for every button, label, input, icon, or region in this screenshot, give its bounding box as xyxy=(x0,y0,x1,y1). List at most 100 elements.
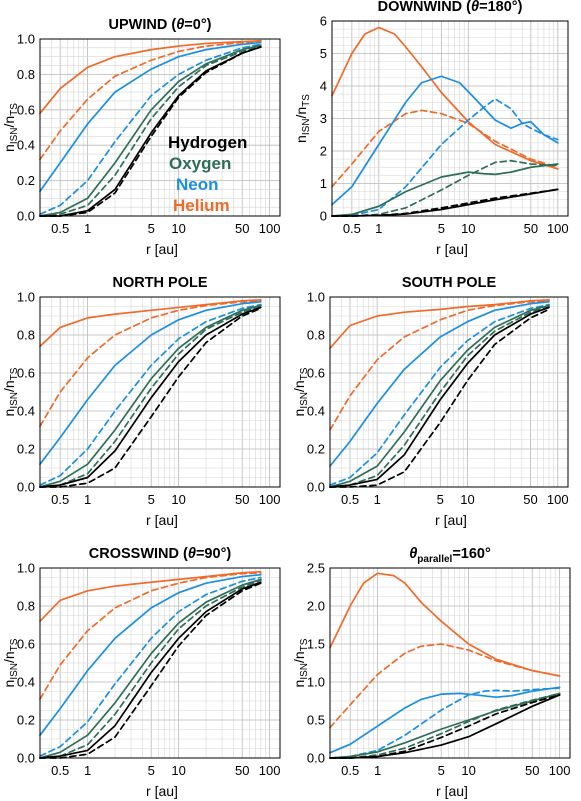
series-line-neon-solid xyxy=(39,573,262,737)
x-tick-label: 0.5 xyxy=(343,221,361,236)
legend-item-helium: Helium xyxy=(173,196,230,215)
series-line-helium-dashed xyxy=(329,643,561,729)
series-group xyxy=(329,299,550,488)
panel-title: SOUTH POLE xyxy=(402,275,497,291)
x-axis-label: r [au] xyxy=(435,512,467,528)
series-line-hydrogen-dashed xyxy=(331,188,559,217)
x-tick-label: 10 xyxy=(461,763,475,778)
legend: Hydrogen Oxygen Neon Helium xyxy=(168,133,247,215)
y-tick-label: 0.8 xyxy=(17,328,35,343)
series-line-oxygen-solid xyxy=(331,163,559,217)
series-line-neon-solid xyxy=(329,300,550,467)
series-line-neon-dashed xyxy=(39,43,262,216)
series-line-helium-dashed xyxy=(39,40,262,161)
plot-frame xyxy=(329,567,571,759)
x-tick-label: 1 xyxy=(374,492,381,507)
y-tick-label: 0.5 xyxy=(307,713,325,728)
y-tick-label: 0.8 xyxy=(17,599,35,614)
series-group xyxy=(39,39,262,217)
series-line-helium-solid xyxy=(39,299,262,348)
y-tick-label: 0.0 xyxy=(307,751,325,766)
panel-1: 0.5 1 5 10 50 100 0.0 0.2 0.4 0.6 0.8 1.0 r [au] nISN… xyxy=(1,17,281,257)
legend-item-oxygen: Oxygen xyxy=(169,154,231,173)
series-group xyxy=(39,299,262,488)
series-line-helium-solid xyxy=(329,299,550,350)
series-line-helium-solid xyxy=(39,39,262,115)
x-tick-label: 5 xyxy=(438,221,445,236)
series-line-neon-solid xyxy=(39,300,262,466)
panel-title: θparallel=160° xyxy=(409,546,491,565)
series-line-neon-solid xyxy=(331,75,559,206)
series-line-oxygen-dashed xyxy=(329,305,550,488)
series-line-neon-dashed xyxy=(329,687,561,759)
x-tick-label: 5 xyxy=(438,763,445,778)
panel-title: CROSSWIND (θ=90°) xyxy=(89,546,232,562)
series-line-helium-solid xyxy=(39,570,262,623)
plot-frame xyxy=(39,296,281,488)
series-line-helium-dashed xyxy=(329,299,550,431)
legend-item-neon: Neon xyxy=(176,175,219,194)
y-tick-label: 1.0 xyxy=(17,561,35,576)
x-tick-label: 100 xyxy=(259,221,281,236)
series-line-hydrogen-dashed xyxy=(329,308,550,488)
x-tick-label: 0.5 xyxy=(51,763,69,778)
series-line-hydrogen-dashed xyxy=(329,694,561,759)
y-tick-label: 1 xyxy=(320,176,327,191)
plot-frame xyxy=(39,38,281,217)
x-tick-label: 100 xyxy=(259,763,281,778)
panel-title: NORTH POLE xyxy=(112,275,207,291)
y-tick-label: 0.2 xyxy=(17,713,35,728)
y-axis-label: nISN/nTS xyxy=(291,367,310,416)
y-tick-label: 0.0 xyxy=(17,751,35,766)
series-line-oxygen-solid xyxy=(329,692,561,759)
y-tick-label: 2.0 xyxy=(307,599,325,614)
x-tick-label: 1 xyxy=(374,763,381,778)
panel-5: 0.5 1 5 10 50 100 0.0 0.2 0.4 0.6 0.8 1.0 r [au] nISN… xyxy=(1,546,281,799)
y-tick-label: 0.0 xyxy=(17,480,35,495)
y-tick-label: 4 xyxy=(320,79,327,94)
y-tick-label: 0.8 xyxy=(307,328,325,343)
y-tick-label: 0.0 xyxy=(17,209,35,224)
y-tick-label: 0.4 xyxy=(17,404,35,419)
x-axis-label: r [au] xyxy=(146,783,178,799)
x-tick-label: 50 xyxy=(524,221,538,236)
series-line-helium-solid xyxy=(329,572,561,677)
x-axis-label: r [au] xyxy=(436,241,468,257)
series-group xyxy=(329,572,561,759)
grid xyxy=(331,20,568,217)
x-tick-label: 5 xyxy=(437,492,444,507)
plot-frame xyxy=(331,20,569,217)
y-axis-label: nISN/nTS xyxy=(1,638,20,687)
grid xyxy=(39,296,280,488)
panel-title: DOWNWIND (θ=180°) xyxy=(378,0,523,15)
y-tick-label: 0.6 xyxy=(17,637,35,652)
x-tick-label: 5 xyxy=(148,492,155,507)
y-tick-label: 6 xyxy=(320,14,327,29)
plot-frame xyxy=(329,296,569,488)
x-tick-label: 10 xyxy=(461,221,475,236)
series-line-hydrogen-solid xyxy=(39,581,262,759)
x-tick-label: 50 xyxy=(523,492,537,507)
y-tick-label: 0.4 xyxy=(17,138,35,153)
x-tick-label: 10 xyxy=(171,492,185,507)
x-tick-label: 0.5 xyxy=(51,492,69,507)
series-group xyxy=(39,570,262,759)
series-line-hydrogen-solid xyxy=(329,306,550,488)
series-line-hydrogen-dashed xyxy=(39,46,262,217)
series-line-oxygen-solid xyxy=(39,44,262,217)
series-line-neon-solid xyxy=(329,686,561,754)
y-tick-label: 0.0 xyxy=(307,480,325,495)
x-tick-label: 100 xyxy=(547,221,569,236)
x-axis-label: r [au] xyxy=(146,512,178,528)
series-line-oxygen-dashed xyxy=(39,45,262,217)
x-tick-label: 100 xyxy=(549,763,571,778)
grid xyxy=(39,567,280,759)
panel-4: 0.5 1 5 10 50 100 0.0 0.2 0.4 0.6 0.8 1.0 r [au] nISN… xyxy=(291,275,569,528)
panel-6: 0.5 1 5 10 50 100 0.0 0.5 1.0 1.5 2.0 2.5 r [au] nISN… xyxy=(291,546,571,799)
grid xyxy=(329,296,568,488)
x-tick-label: 10 xyxy=(171,763,185,778)
y-tick-label: 2.5 xyxy=(307,561,325,576)
y-axis-label: nISN/nTS xyxy=(1,367,20,416)
y-tick-label: 1.0 xyxy=(307,290,325,305)
series-line-oxygen-dashed xyxy=(39,579,262,759)
